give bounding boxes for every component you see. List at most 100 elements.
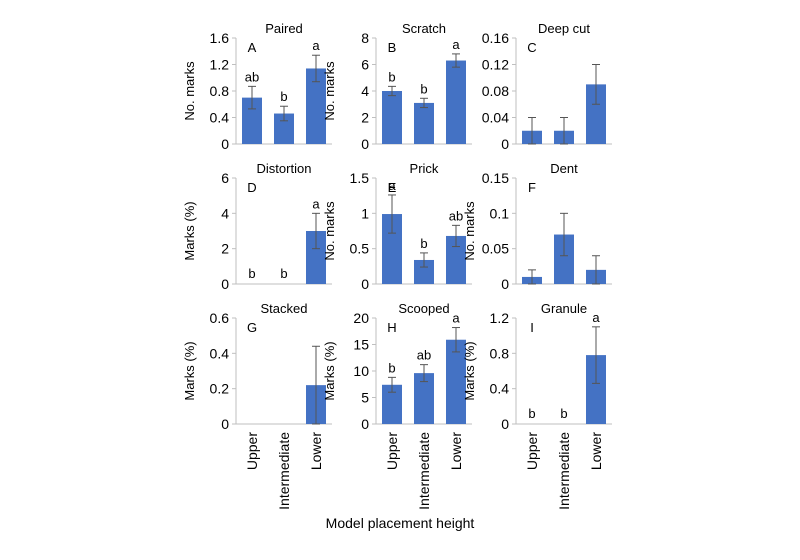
y-tick-label: 0 [501, 136, 509, 152]
x-category-lower: Lower [308, 432, 324, 470]
y-tick-label: 4 [221, 205, 229, 221]
chart-panel-paired: 0 0.4 0.8 1.2 1.6 No. marks Paired Aab b a [182, 21, 332, 152]
significance-label: ab [449, 208, 463, 223]
significance-label: b [388, 69, 395, 84]
chart-title: Scratch [402, 21, 446, 36]
significance-label: a [592, 310, 600, 325]
y-tick-label: 0.6 [210, 310, 230, 326]
bar-upper [382, 214, 402, 284]
bar-upper [382, 384, 402, 424]
chart-panel-scratch: 0 2 4 6 8 No. marks Scratch Bb b a [322, 21, 472, 152]
significance-label: b [280, 266, 287, 281]
bar-intermediate [414, 102, 434, 144]
chart-title: Deep cut [538, 21, 590, 36]
panel-letter: F [528, 180, 536, 195]
significance-label: ab [417, 348, 431, 363]
y-tick-label: 0.05 [482, 241, 509, 257]
significance-label: a [312, 196, 320, 211]
bar-intermediate [554, 234, 574, 284]
y-tick-label: 0.5 [350, 241, 370, 257]
y-tick-label: 2 [221, 241, 229, 257]
significance-label: a [452, 311, 460, 326]
significance-label: a [388, 178, 396, 193]
y-axis-label: Marks (%) [182, 201, 197, 260]
x-category-intermediate: Intermediate [416, 432, 432, 510]
panel-letter: D [247, 180, 256, 195]
bar-intermediate [414, 373, 434, 424]
significance-label: a [452, 37, 460, 52]
y-tick-label: 2 [361, 110, 369, 126]
x-category-upper: Upper [384, 432, 400, 470]
panel-letter: C [527, 40, 536, 55]
y-tick-label: 0 [361, 136, 369, 152]
y-tick-label: 8 [361, 30, 369, 46]
significance-label: b [388, 360, 395, 375]
y-tick-label: 15 [353, 337, 369, 353]
y-tick-label: 0.8 [210, 83, 230, 99]
x-category-upper: Upper [244, 432, 260, 470]
chart-panel-granule: 0 0.4 0.8 1.2 Marks (%) Granule Ib b a [462, 301, 612, 432]
x-category-lower: Lower [588, 432, 604, 470]
y-tick-label: 0 [501, 416, 509, 432]
y-tick-label: 6 [361, 57, 369, 73]
bar-intermediate [274, 113, 294, 144]
panel-letter: I [530, 320, 534, 335]
y-axis-label: Marks (%) [182, 341, 197, 400]
chart-title: Granule [541, 301, 587, 316]
panel-letter: A [248, 40, 257, 55]
y-tick-label: 0.08 [482, 83, 509, 99]
chart-title: Prick [410, 161, 439, 176]
bar-lower [446, 339, 466, 424]
y-tick-label: 1.5 [350, 170, 370, 186]
bar-lower [306, 231, 326, 284]
panel-letter: G [247, 320, 257, 335]
bar-lower [306, 68, 326, 144]
y-tick-label: 20 [353, 310, 369, 326]
y-tick-label: 0 [221, 276, 229, 292]
x-category-intermediate: Intermediate [556, 432, 572, 510]
y-tick-label: 0 [221, 416, 229, 432]
significance-label: b [528, 406, 535, 421]
y-tick-label: 1.2 [490, 310, 510, 326]
chart-title: Scooped [398, 301, 449, 316]
y-tick-label: 10 [353, 363, 369, 379]
x-category-labels: Upper Intermediate Lower Upper Intermediate L… [244, 432, 604, 510]
chart-title: Stacked [261, 301, 308, 316]
panel-letter: H [387, 320, 396, 335]
bar-intermediate [414, 259, 434, 284]
significance-label: a [312, 38, 320, 53]
panel-letter: B [388, 40, 397, 55]
chart-panel-stacked: 0 0.2 0.4 0.6 Marks (%) Stacked G [182, 301, 332, 432]
significance-label: b [280, 89, 287, 104]
y-tick-label: 1.2 [210, 57, 230, 73]
y-tick-label: 0.15 [482, 170, 509, 186]
y-axis-label: No. marks [322, 61, 337, 121]
y-tick-label: 5 [361, 390, 369, 406]
bar-lower [586, 84, 606, 144]
x-category-lower: Lower [448, 432, 464, 470]
y-tick-label: 0.12 [482, 57, 509, 73]
bar-upper [382, 91, 402, 144]
y-tick-label: 0.4 [490, 381, 510, 397]
y-tick-label: 1.6 [210, 30, 230, 46]
significance-label: b [420, 81, 427, 96]
y-tick-label: 0 [221, 136, 229, 152]
y-axis-label: Marks (%) [322, 341, 337, 400]
chart-title: Distortion [257, 161, 312, 176]
bar-lower [446, 60, 466, 144]
y-tick-label: 0 [501, 276, 509, 292]
y-tick-label: 6 [221, 170, 229, 186]
y-tick-label: 0 [361, 276, 369, 292]
y-tick-label: 0.4 [210, 345, 230, 361]
bar-lower [586, 355, 606, 424]
significance-label: ab [245, 69, 259, 84]
y-tick-label: 4 [361, 83, 369, 99]
x-category-upper: Upper [524, 432, 540, 470]
y-tick-label: 0.8 [490, 345, 510, 361]
significance-label: b [248, 266, 255, 281]
y-tick-label: 0.4 [210, 110, 230, 126]
chart-panel-dent: 0 0.05 0.1 0.15 No. marks Dent F [462, 161, 612, 292]
